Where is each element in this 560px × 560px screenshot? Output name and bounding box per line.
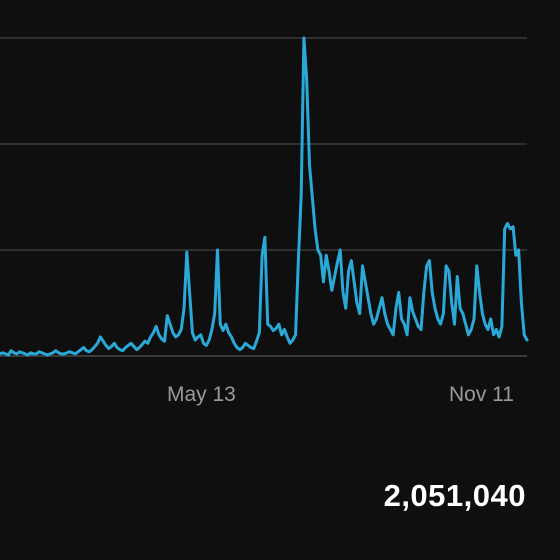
chart-area: May 13 Nov 11 (0, 36, 529, 406)
x-tick-label-nov-11: Nov 11 (449, 383, 514, 406)
series-line (0, 36, 529, 357)
total-value: 2,051,040 (383, 478, 526, 513)
line-chart (0, 36, 529, 357)
x-tick-label-may-13: May 13 (167, 383, 236, 406)
